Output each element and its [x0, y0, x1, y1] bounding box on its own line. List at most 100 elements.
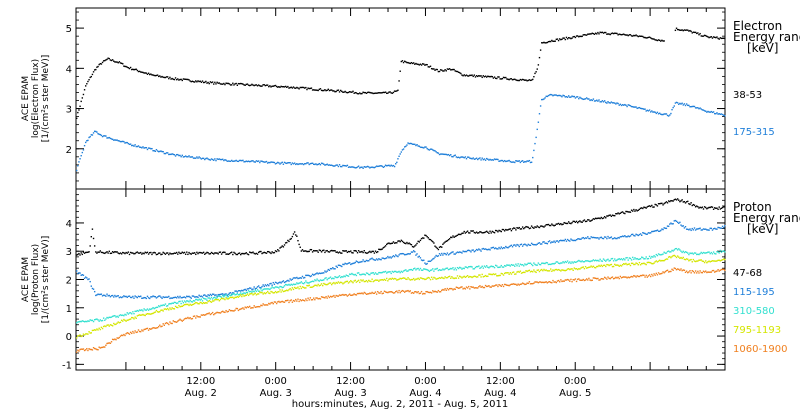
data-point	[199, 251, 201, 254]
data-point	[412, 143, 415, 145]
data-point	[81, 335, 84, 337]
data-point	[583, 267, 586, 270]
data-point	[653, 206, 655, 208]
data-point	[469, 265, 471, 268]
data-point	[326, 249, 328, 252]
data-point	[210, 158, 213, 160]
data-point	[251, 160, 253, 162]
data-point	[630, 233, 633, 236]
data-point	[658, 112, 661, 114]
data-point	[159, 295, 161, 297]
data-point	[337, 276, 340, 278]
data-point	[567, 268, 570, 270]
data-point	[538, 242, 541, 244]
data-point	[92, 71, 95, 73]
data-point	[124, 252, 126, 255]
data-point	[406, 144, 408, 146]
data-point	[319, 272, 322, 275]
data-point	[658, 39, 661, 42]
data-point	[324, 283, 326, 285]
data-point	[620, 104, 623, 107]
data-point	[412, 250, 415, 252]
data-point	[91, 134, 94, 136]
data-point	[252, 307, 254, 309]
data-point	[263, 84, 265, 86]
data-point	[361, 280, 363, 282]
data-point	[375, 273, 378, 275]
data-point	[516, 79, 518, 82]
data-point	[319, 279, 322, 281]
data-point	[153, 307, 155, 310]
data-point	[583, 98, 586, 100]
data-point	[366, 165, 369, 168]
data-point	[683, 103, 686, 105]
data-point	[415, 254, 417, 256]
data-point	[165, 322, 168, 324]
data-point	[320, 272, 323, 274]
data-point	[306, 274, 308, 277]
data-point	[262, 252, 264, 254]
data-point	[475, 157, 478, 159]
data-point	[232, 82, 234, 84]
data-point	[462, 250, 464, 252]
data-point	[416, 253, 418, 255]
data-point	[691, 227, 693, 230]
data-point	[494, 264, 497, 267]
data-point	[268, 302, 270, 305]
data-point	[198, 294, 200, 297]
data-point	[636, 275, 638, 277]
data-point	[584, 34, 587, 36]
data-point	[498, 274, 500, 277]
data-point	[633, 274, 635, 277]
data-point	[587, 98, 589, 100]
data-point	[206, 302, 208, 304]
data-point	[400, 290, 403, 293]
data-point	[456, 275, 459, 277]
data-point	[723, 268, 725, 271]
data-point	[92, 320, 95, 323]
data-point	[676, 268, 679, 270]
data-point	[111, 315, 114, 318]
data-point	[481, 157, 483, 159]
data-point	[625, 276, 627, 278]
data-point	[336, 295, 338, 297]
data-point	[355, 260, 358, 262]
data-point	[575, 261, 578, 263]
data-point	[84, 276, 87, 278]
data-point	[412, 277, 415, 280]
data-point	[497, 158, 499, 161]
data-point	[245, 83, 248, 86]
data-point	[501, 284, 504, 286]
data-point	[515, 245, 517, 247]
data-point	[389, 277, 391, 280]
data-point	[596, 99, 598, 101]
data-point	[693, 260, 696, 262]
data-point	[571, 239, 573, 241]
data-point	[262, 161, 264, 163]
data-point	[448, 268, 451, 270]
data-point	[649, 257, 652, 259]
data-point	[596, 217, 598, 220]
data-point	[614, 102, 616, 104]
data-point	[105, 344, 107, 346]
data-point	[236, 160, 239, 162]
data-point	[721, 113, 724, 116]
data-point	[250, 84, 252, 86]
data-point	[350, 294, 352, 297]
data-point	[560, 270, 562, 272]
data-point	[88, 79, 90, 81]
data-point	[561, 239, 563, 242]
data-point	[232, 310, 234, 312]
data-point	[524, 263, 526, 265]
data-point	[377, 279, 379, 281]
data-point	[297, 163, 299, 166]
data-point	[134, 310, 136, 313]
data-point	[273, 292, 276, 294]
data-point	[611, 32, 614, 34]
data-point	[352, 294, 354, 296]
data-point	[171, 322, 173, 325]
data-point	[142, 71, 144, 74]
data-point	[571, 268, 573, 270]
data-point	[397, 240, 399, 242]
data-point	[636, 35, 638, 37]
